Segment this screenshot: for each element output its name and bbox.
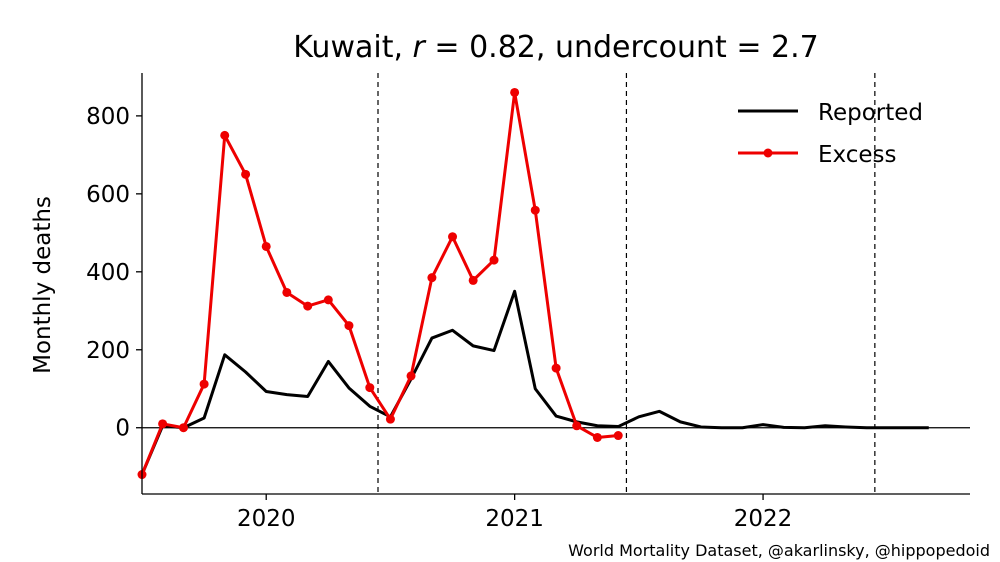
y-tick-label-0: 0 — [115, 416, 130, 442]
point-excess-22 — [592, 432, 602, 442]
point-excess-16 — [468, 275, 478, 285]
point-excess-10 — [344, 321, 354, 331]
point-excess-15 — [448, 232, 458, 242]
y-tick-label-3: 600 — [86, 182, 130, 208]
point-excess-4 — [220, 130, 230, 140]
point-excess-8 — [303, 301, 313, 311]
chart-title: Kuwait, r = 0.82, undercount = 2.7 — [293, 30, 818, 65]
x-tick-label-1: 2021 — [485, 506, 544, 532]
point-excess-17 — [489, 255, 499, 265]
point-excess-6 — [261, 241, 271, 251]
legend-marker-excess — [763, 148, 773, 158]
point-excess-9 — [323, 295, 333, 305]
plot-area: 0 200 400 600 800 2020 2021 2022 — [86, 73, 970, 532]
point-excess-23 — [613, 431, 623, 441]
point-excess-19 — [530, 205, 540, 215]
point-excess-11 — [365, 383, 375, 393]
y-axis-label: Monthly deaths — [30, 196, 56, 374]
y-tick-label-2: 400 — [86, 260, 130, 286]
credit-text: World Mortality Dataset, @akarlinsky, @h… — [568, 541, 990, 560]
point-excess-12 — [385, 414, 395, 424]
point-excess-1 — [158, 419, 168, 429]
series-line-excess — [140, 90, 619, 476]
x-tick-label-2: 2022 — [734, 506, 793, 532]
y-tick-label-1: 200 — [86, 338, 130, 364]
point-excess-20 — [551, 363, 561, 373]
point-excess-14 — [427, 273, 437, 283]
point-excess-7 — [282, 287, 292, 297]
x-tick-label-0: 2020 — [237, 506, 296, 532]
legend-label-excess: Excess — [818, 142, 897, 168]
point-excess-2 — [178, 423, 188, 433]
legend: Reported Excess — [738, 100, 923, 168]
point-excess-3 — [199, 379, 209, 389]
y-tick-label-4: 800 — [86, 104, 130, 130]
point-excess-13 — [406, 371, 416, 381]
point-excess-5 — [241, 169, 251, 179]
series-line-reported — [140, 289, 929, 476]
point-excess-18 — [510, 87, 520, 97]
point-excess-21 — [572, 421, 582, 431]
legend-label-reported: Reported — [818, 100, 923, 126]
